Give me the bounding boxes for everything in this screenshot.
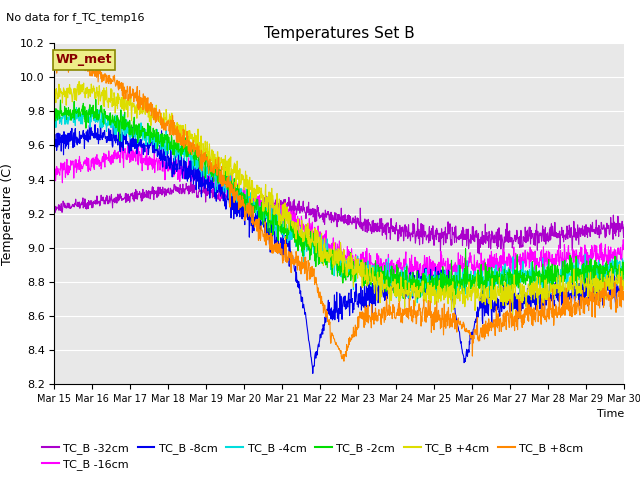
X-axis label: Time: Time <box>596 409 624 419</box>
Y-axis label: Temperature (C): Temperature (C) <box>1 163 14 264</box>
Title: Temperatures Set B: Temperatures Set B <box>264 25 415 41</box>
Legend: TC_B -32cm, TC_B -16cm, TC_B -8cm, TC_B -4cm, TC_B -2cm, TC_B +4cm, TC_B +8cm: TC_B -32cm, TC_B -16cm, TC_B -8cm, TC_B … <box>38 438 588 474</box>
Text: WP_met: WP_met <box>56 53 112 66</box>
Text: No data for f_TC_temp16: No data for f_TC_temp16 <box>6 12 145 23</box>
